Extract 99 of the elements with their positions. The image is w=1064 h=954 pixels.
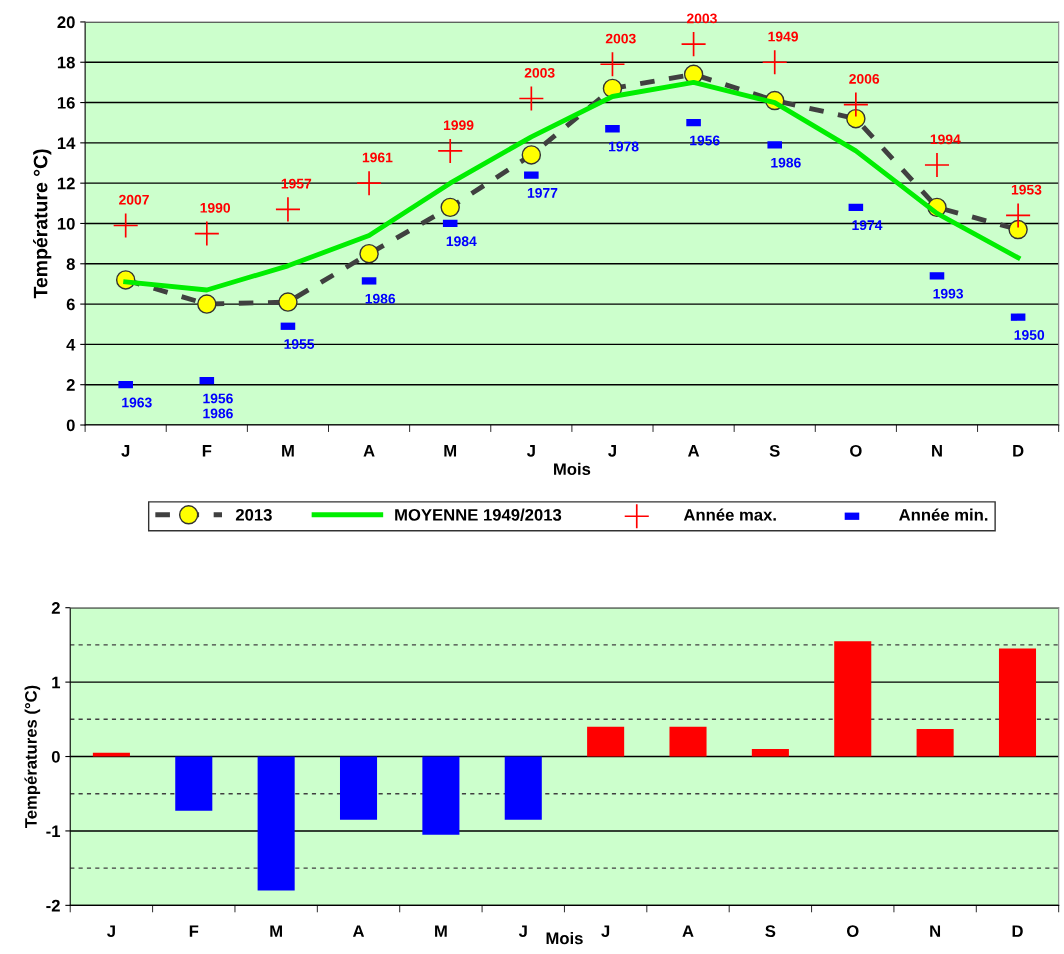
y-axis-title: Température °C): [33, 149, 52, 299]
x-tick-label: A: [682, 925, 694, 937]
annotation: 2007: [119, 194, 149, 205]
x-tick-label: J: [526, 445, 535, 457]
y-tick-label: 1: [52, 676, 61, 689]
y-tick-label: 2: [66, 379, 75, 391]
y-tick-label: 4: [66, 338, 76, 351]
annotation: 1949: [768, 31, 798, 42]
x-tick-label: J: [601, 925, 610, 938]
point: [440, 197, 460, 218]
x-tick-label: N: [930, 925, 941, 937]
y-tick-label: 2: [51, 602, 60, 614]
annotation: 1961: [362, 152, 393, 163]
annotation: 1978: [609, 141, 639, 152]
x-tick-label: S: [765, 925, 776, 938]
x-tick-label: D: [1012, 925, 1023, 937]
x-tick-label: A: [352, 925, 365, 937]
legend-label: 2013: [235, 508, 272, 521]
bar: [669, 726, 707, 757]
bar: [175, 756, 213, 811]
point: [521, 145, 542, 165]
annotation: 2003: [524, 67, 555, 78]
annotation: 2003: [605, 33, 636, 44]
annotation: 1999: [443, 120, 474, 131]
point: [924, 153, 950, 178]
point: [519, 86, 544, 111]
y-tick-label: 10: [57, 217, 75, 230]
annotation: 2003: [686, 13, 717, 24]
x-tick-label: M: [270, 925, 282, 937]
x-tick-label: J: [121, 445, 130, 457]
x-tick-label: D: [1013, 445, 1024, 457]
annotation: 1977: [527, 187, 558, 198]
x-tick-label: F: [202, 445, 212, 457]
bar: [92, 752, 130, 757]
x-tick-label: M: [282, 445, 294, 457]
annotation: 2006: [849, 73, 880, 84]
point: [846, 108, 866, 129]
x-tick-label: A: [363, 445, 375, 457]
bar: [339, 756, 378, 820]
bar: [751, 749, 789, 757]
x-tick-label: M: [435, 925, 447, 937]
bar: [587, 726, 625, 757]
point: [1008, 219, 1028, 240]
x-axis-title: Mois: [554, 462, 591, 476]
x-tick-label: O: [850, 444, 862, 457]
legend-label: Année min.: [899, 508, 988, 521]
y-tick-label: 12: [57, 177, 75, 190]
point: [762, 50, 787, 75]
y-tick-label: -1: [46, 825, 61, 837]
point: [1006, 203, 1031, 228]
y-tick-label: 8: [66, 258, 75, 270]
point: [681, 32, 706, 57]
bar: [834, 641, 872, 757]
x-tick-label: N: [932, 445, 942, 457]
bar: [504, 756, 542, 820]
point: [197, 294, 217, 314]
bar: [422, 756, 460, 835]
legend-label: MOYENNE 1949/2013: [395, 508, 562, 521]
annotation: 1984: [446, 236, 477, 247]
annotation: 1990: [200, 202, 231, 213]
x-axis-title: Mois: [546, 931, 583, 945]
y-tick-label: 6: [66, 298, 75, 311]
annotation: 1956 1986: [203, 393, 233, 419]
x-tick-label: A: [687, 445, 700, 457]
annotation: 1994: [930, 134, 961, 145]
point: [438, 138, 463, 163]
x-tick-label: F: [189, 925, 199, 937]
y-tick-label: 20: [57, 16, 75, 29]
point: [357, 171, 382, 196]
x-tick-label: J: [608, 445, 616, 457]
point: [275, 197, 300, 222]
x-tick-label: O: [846, 925, 859, 938]
x-tick-label: J: [107, 925, 115, 938]
y-axis-title: Températures (°C): [24, 685, 41, 829]
y-tick-label: 18: [57, 56, 75, 69]
y-tick-label: 0: [51, 750, 60, 763]
annotation: 1963: [122, 397, 152, 408]
point: [843, 92, 868, 117]
x-tick-label: M: [444, 445, 457, 457]
bar: [257, 756, 295, 891]
annotation: 1986: [771, 157, 801, 168]
point: [278, 292, 298, 312]
annotation: 1986: [365, 293, 396, 304]
bar: [998, 648, 1037, 757]
y-tick-label: 16: [57, 96, 75, 109]
point: [359, 243, 379, 264]
point: [113, 213, 138, 238]
annotation: 1993: [933, 288, 964, 299]
legend-label: Année max.: [683, 508, 776, 521]
x-tick-label: S: [769, 444, 780, 457]
annotation: 1950: [1014, 330, 1045, 340]
x-tick-label: J: [518, 925, 527, 938]
y-tick-label: 14: [57, 137, 76, 149]
point: [600, 52, 625, 77]
y-tick-label: 0: [66, 419, 75, 432]
point: [194, 221, 219, 246]
y-tick-label: -2: [46, 899, 60, 912]
bar: [916, 728, 954, 757]
annotation: 1953: [1011, 184, 1042, 195]
